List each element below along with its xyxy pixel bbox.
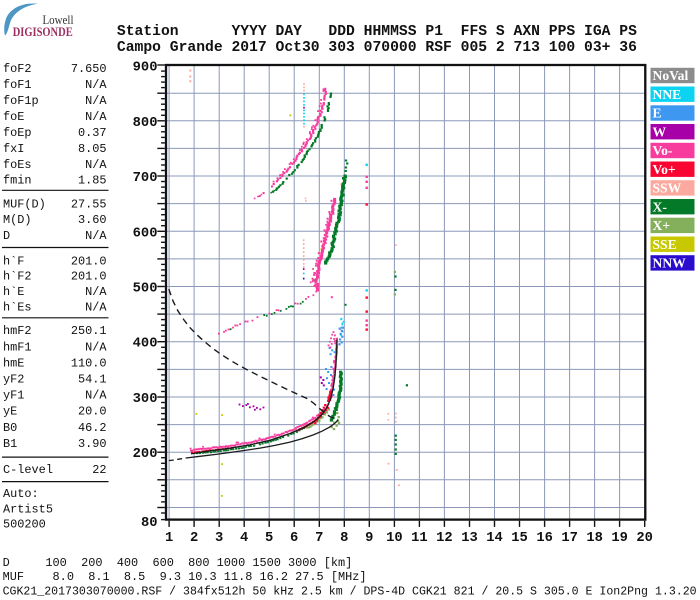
svg-text:NoVal: NoVal [653,68,689,83]
svg-text:700: 700 [133,171,158,186]
svg-text:1: 1 [165,531,173,546]
svg-text:400: 400 [133,337,158,352]
svg-text:19: 19 [611,531,628,546]
svg-text:C-level: C-level [3,463,53,477]
svg-text:14: 14 [486,531,503,546]
svg-text:80: 80 [141,516,158,531]
svg-text:W: W [653,124,667,139]
svg-text:8.05: 8.05 [78,142,107,156]
svg-text:3.60: 3.60 [78,213,107,227]
svg-text:yE: yE [3,405,17,419]
svg-text:7.650: 7.650 [71,62,107,76]
svg-text:N/A: N/A [85,340,107,354]
svg-text:46.2: 46.2 [78,421,107,435]
svg-text:7: 7 [315,531,323,546]
svg-text:18: 18 [586,531,603,546]
svg-text:MUF(D): MUF(D) [3,197,46,211]
svg-text:500: 500 [133,282,158,297]
svg-text:foF1: foF1 [3,78,32,92]
svg-text:hmF1: hmF1 [3,340,32,354]
svg-text:fxI: fxI [3,142,24,156]
svg-text:110.0: 110.0 [71,356,107,370]
svg-text:600: 600 [133,226,158,241]
svg-text:15: 15 [511,531,528,546]
svg-text:17: 17 [561,531,578,546]
svg-text:CGK21_2017303070000.RSF / 384f: CGK21_2017303070000.RSF / 384fx512h 50 k… [3,586,697,599]
svg-text:N/A: N/A [85,301,107,315]
svg-text:N/A: N/A [85,94,107,108]
svg-text:20: 20 [636,531,653,546]
svg-text:11: 11 [411,531,428,546]
svg-text:27.55: 27.55 [71,197,107,211]
svg-text:200: 200 [133,447,158,462]
svg-text:Station YYYY DAY DDD HH: Station YYYY DAY DDD HHMMSS P1 FFS S AXN… [117,24,637,40]
svg-text:NNW: NNW [653,256,687,271]
svg-text:Vo+: Vo+ [653,162,676,177]
svg-text:N/A: N/A [85,158,107,172]
svg-text:54.1: 54.1 [78,373,107,387]
svg-text:13: 13 [461,531,478,546]
svg-text:h`E: h`E [3,285,24,299]
svg-text:h`F: h`F [3,254,24,268]
svg-text:2: 2 [190,531,198,546]
svg-text:12: 12 [436,531,453,546]
svg-text:SSE: SSE [653,237,677,252]
svg-text:yF1: yF1 [3,389,24,403]
svg-text:D 100 200 400 600 800: D 100 200 400 600 800 1000 1500 3000 [km… [3,556,353,570]
svg-text:DIGISONDE: DIGISONDE [13,24,73,39]
svg-text:900: 900 [133,61,158,76]
svg-text:N/A: N/A [85,285,107,299]
svg-text:300: 300 [133,392,158,407]
svg-text:6: 6 [290,531,298,546]
svg-text:X-: X- [653,199,668,214]
svg-text:NNE: NNE [653,87,682,102]
svg-text:foEp: foEp [3,126,32,140]
svg-text:Artist5: Artist5 [3,502,53,516]
svg-text:800: 800 [133,116,158,131]
svg-text:3: 3 [215,531,223,546]
svg-text:E: E [653,106,662,121]
svg-text:foF2: foF2 [3,62,32,76]
svg-text:yF2: yF2 [3,373,24,387]
svg-text:MUF 8.0 8.1 8.5 9.3 10.3: MUF 8.0 8.1 8.5 9.3 10.3 11.8 16.2 27.5 … [3,570,367,584]
svg-text:Lowell: Lowell [43,13,74,27]
svg-text:fmin: fmin [3,174,32,188]
svg-text:N/A: N/A [85,78,107,92]
svg-text:SSW: SSW [653,181,682,196]
svg-text:N/A: N/A [85,389,107,403]
svg-text:M(D): M(D) [3,213,32,227]
svg-text:h`F2: h`F2 [3,270,32,284]
svg-text:hmF2: hmF2 [3,324,32,338]
svg-text:10: 10 [386,531,403,546]
svg-text:0.37: 0.37 [78,126,107,140]
svg-text:Vo-: Vo- [653,143,673,158]
svg-text:20.0: 20.0 [78,405,107,419]
svg-text:foF1p: foF1p [3,94,39,108]
svg-text:201.0: 201.0 [71,270,107,284]
svg-text:hmE: hmE [3,356,24,370]
svg-text:D: D [3,229,10,243]
svg-text:X+: X+ [653,218,671,233]
svg-text:1.85: 1.85 [78,174,107,188]
svg-text:Campo Grande 2017 Oct30 303 07: Campo Grande 2017 Oct30 303 070000 RSF 0… [117,40,637,56]
svg-text:B0: B0 [3,421,17,435]
svg-text:h`Es: h`Es [3,301,32,315]
svg-text:foE: foE [3,110,24,124]
svg-text:N/A: N/A [85,229,107,243]
svg-text:5: 5 [265,531,273,546]
svg-text:8: 8 [340,531,348,546]
svg-text:foEs: foEs [3,158,32,172]
svg-text:22: 22 [92,463,106,477]
svg-text:201.0: 201.0 [71,254,107,268]
svg-text:500200: 500200 [3,517,46,531]
svg-text:B1: B1 [3,437,17,451]
svg-text:3.90: 3.90 [78,437,107,451]
svg-text:9: 9 [365,531,373,546]
svg-text:250.1: 250.1 [71,324,107,338]
svg-text:16: 16 [536,531,553,546]
svg-text:4: 4 [240,531,248,546]
svg-text:N/A: N/A [85,110,107,124]
svg-text:Auto:: Auto: [3,487,39,501]
